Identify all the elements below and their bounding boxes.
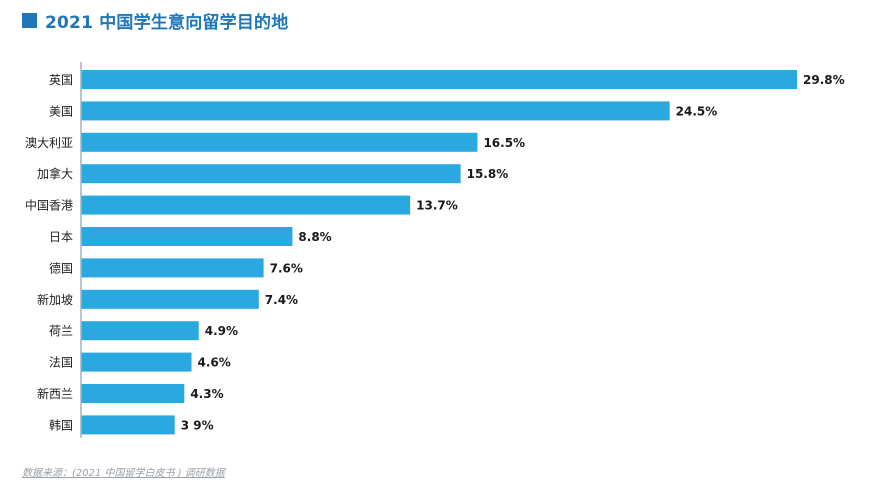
category-label: 韩国 (49, 417, 73, 432)
category-label: 加拿大 (37, 166, 73, 181)
bar (81, 321, 199, 341)
bar (81, 415, 175, 435)
category-label: 美国 (49, 104, 73, 118)
value-label: 13.7% (416, 199, 458, 213)
value-label: 4.3% (190, 387, 223, 401)
value-label: 4.9% (205, 324, 238, 338)
chart-title-group: 2021 中国学生意向留学目的地 (22, 8, 289, 33)
category-label: 荷兰 (49, 324, 73, 338)
category-label: 法国 (49, 356, 73, 370)
category-label: 中国香港 (25, 198, 73, 213)
value-label: 7.4% (265, 293, 298, 307)
bar (81, 258, 264, 278)
bar (81, 101, 670, 121)
bar (81, 132, 478, 152)
value-label: 15.8% (467, 167, 509, 181)
bar (81, 164, 461, 184)
value-label: 16.5% (483, 136, 525, 150)
value-label: 4.6% (198, 356, 231, 370)
chart-title: 2021 中国学生意向留学目的地 (45, 12, 289, 33)
category-label: 澳大利亚 (25, 136, 73, 150)
bar (81, 70, 797, 89)
value-label: 29.8% (803, 73, 845, 87)
value-label: 7.6% (270, 261, 303, 275)
bar (81, 227, 293, 246)
bar (81, 384, 185, 403)
title-marker-square (22, 12, 37, 28)
category-label: 德国 (49, 260, 73, 275)
value-label: 8.8% (298, 230, 331, 244)
value-label: 3 9% (181, 418, 214, 432)
category-label: 日本 (49, 230, 73, 244)
bar (81, 352, 192, 372)
bar (81, 289, 259, 309)
category-label: 新西兰 (37, 386, 73, 401)
data-source-note: 数据来源：(2021 中国留学白皮书 ) 调研数据 (22, 468, 225, 479)
bar (81, 195, 411, 215)
value-label: 24.5% (676, 104, 718, 118)
category-label: 英国 (49, 73, 73, 87)
category-label: 新加坡 (37, 292, 73, 307)
